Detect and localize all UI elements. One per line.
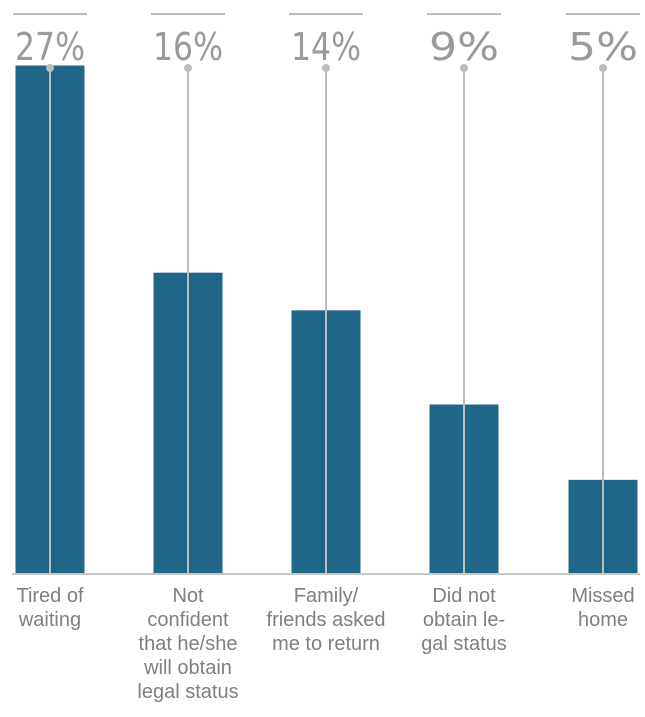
category-label: Missed home [571,585,634,631]
leader-dot [322,64,330,72]
leader-dot [46,64,54,72]
category-label: Did not obtain le-gal status [421,585,507,655]
leader-dot [184,64,192,72]
leader-lines-layer [46,64,607,574]
leader-dot [599,64,607,72]
value-labels-layer: 27% 16% 14% 9% 5% [13,13,640,69]
value-label: 5% [568,25,638,69]
category-label: Not confident that he/she will obtain legal … [137,585,238,703]
value-label: 14% [291,25,361,69]
value-label: 16% [153,25,223,69]
value-label: 27% [15,25,85,69]
category-labels-layer: Tired of waiting Not confident that he/she wi… [16,585,634,703]
leader-dot [460,64,468,72]
category-label: Family/friends asked me to return [267,585,386,655]
value-label: 9% [429,25,499,69]
category-label: Tired of waiting [16,585,84,631]
